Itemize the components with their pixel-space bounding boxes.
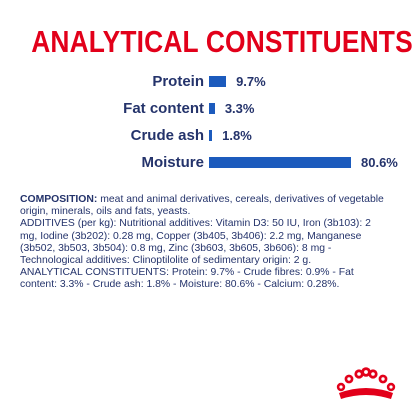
bar-value-protein: 9.7% <box>236 74 266 89</box>
bar-protein <box>209 76 227 87</box>
additives-paragraph: ADDITIVES (per kg): Nutritional additive… <box>20 218 371 267</box>
composition-paragraph: COMPOSITION: meat and animal derivatives… <box>20 194 390 218</box>
constituents-bar-chart: Protein 9.7% Fat content 3.3% Crude ash 1.8% M… <box>0 0 416 190</box>
bar-fat-content <box>209 103 215 114</box>
bar-value-fat-content: 3.3% <box>224 101 255 116</box>
composition-text: meat and animal derivatives, cereals, de… <box>20 194 384 218</box>
bar-label-fat-content: Fat content <box>123 100 204 117</box>
bar-label-moisture: Moisture <box>141 154 204 171</box>
composition-block: COMPOSITION: meat and animal derivatives… <box>20 194 390 292</box>
bar-value-crude-ash: 1.8% <box>222 128 252 143</box>
analytical-constituents-paragraph: ANALYTICAL CONSTITUENTS: Protein: 9.7% -… <box>20 267 354 291</box>
bar-moisture <box>209 157 351 168</box>
bar-value-moisture: 80.6% <box>361 155 398 170</box>
bar-label-crude-ash: Crude ash <box>130 127 204 144</box>
bar-crude-ash <box>209 130 213 141</box>
bar-label-protein: Protein <box>152 73 204 90</box>
royal-canin-crown-logo-icon <box>336 367 396 399</box>
page-title: ANALYTICAL CONSTITUENTS <box>31 24 413 59</box>
composition-heading: COMPOSITION: <box>20 194 98 205</box>
